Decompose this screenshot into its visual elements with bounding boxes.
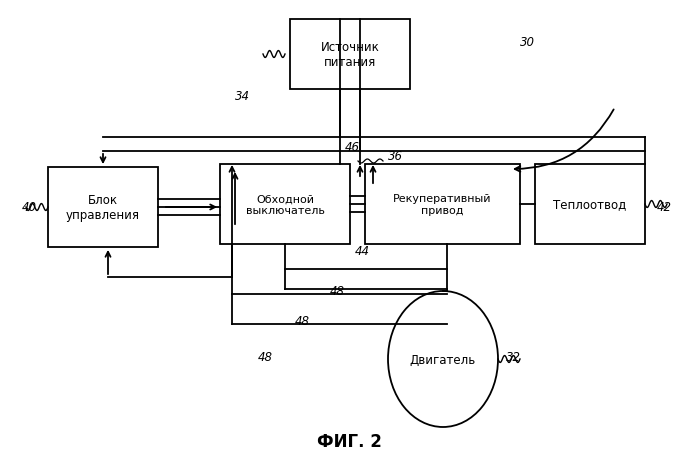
Text: Рекуперативный
привод: Рекуперативный привод bbox=[394, 194, 492, 215]
Text: Обходной
выключатель: Обходной выключатель bbox=[245, 194, 324, 215]
Text: 46: 46 bbox=[345, 141, 360, 154]
Text: Источник
питания: Источник питания bbox=[321, 41, 380, 69]
Bar bbox=[48, 168, 158, 247]
Bar bbox=[535, 165, 645, 244]
Text: 40: 40 bbox=[22, 201, 37, 214]
Text: Блок
управления: Блок управления bbox=[66, 194, 140, 221]
Text: 48: 48 bbox=[330, 285, 345, 298]
Text: 34: 34 bbox=[235, 89, 250, 102]
Bar bbox=[220, 165, 350, 244]
Text: Двигатель: Двигатель bbox=[410, 353, 476, 366]
Bar bbox=[365, 165, 520, 244]
Text: Теплоотвод: Теплоотвод bbox=[554, 198, 626, 211]
Text: 36: 36 bbox=[388, 150, 403, 163]
Text: 44: 44 bbox=[355, 245, 370, 258]
Text: 42: 42 bbox=[657, 201, 672, 214]
Text: 30: 30 bbox=[520, 36, 535, 49]
Text: 48: 48 bbox=[295, 315, 310, 328]
Text: ФИГ. 2: ФИГ. 2 bbox=[317, 432, 382, 450]
Bar bbox=[290, 20, 410, 90]
Text: 32: 32 bbox=[506, 351, 521, 364]
Ellipse shape bbox=[388, 291, 498, 427]
Text: 48: 48 bbox=[258, 351, 273, 364]
